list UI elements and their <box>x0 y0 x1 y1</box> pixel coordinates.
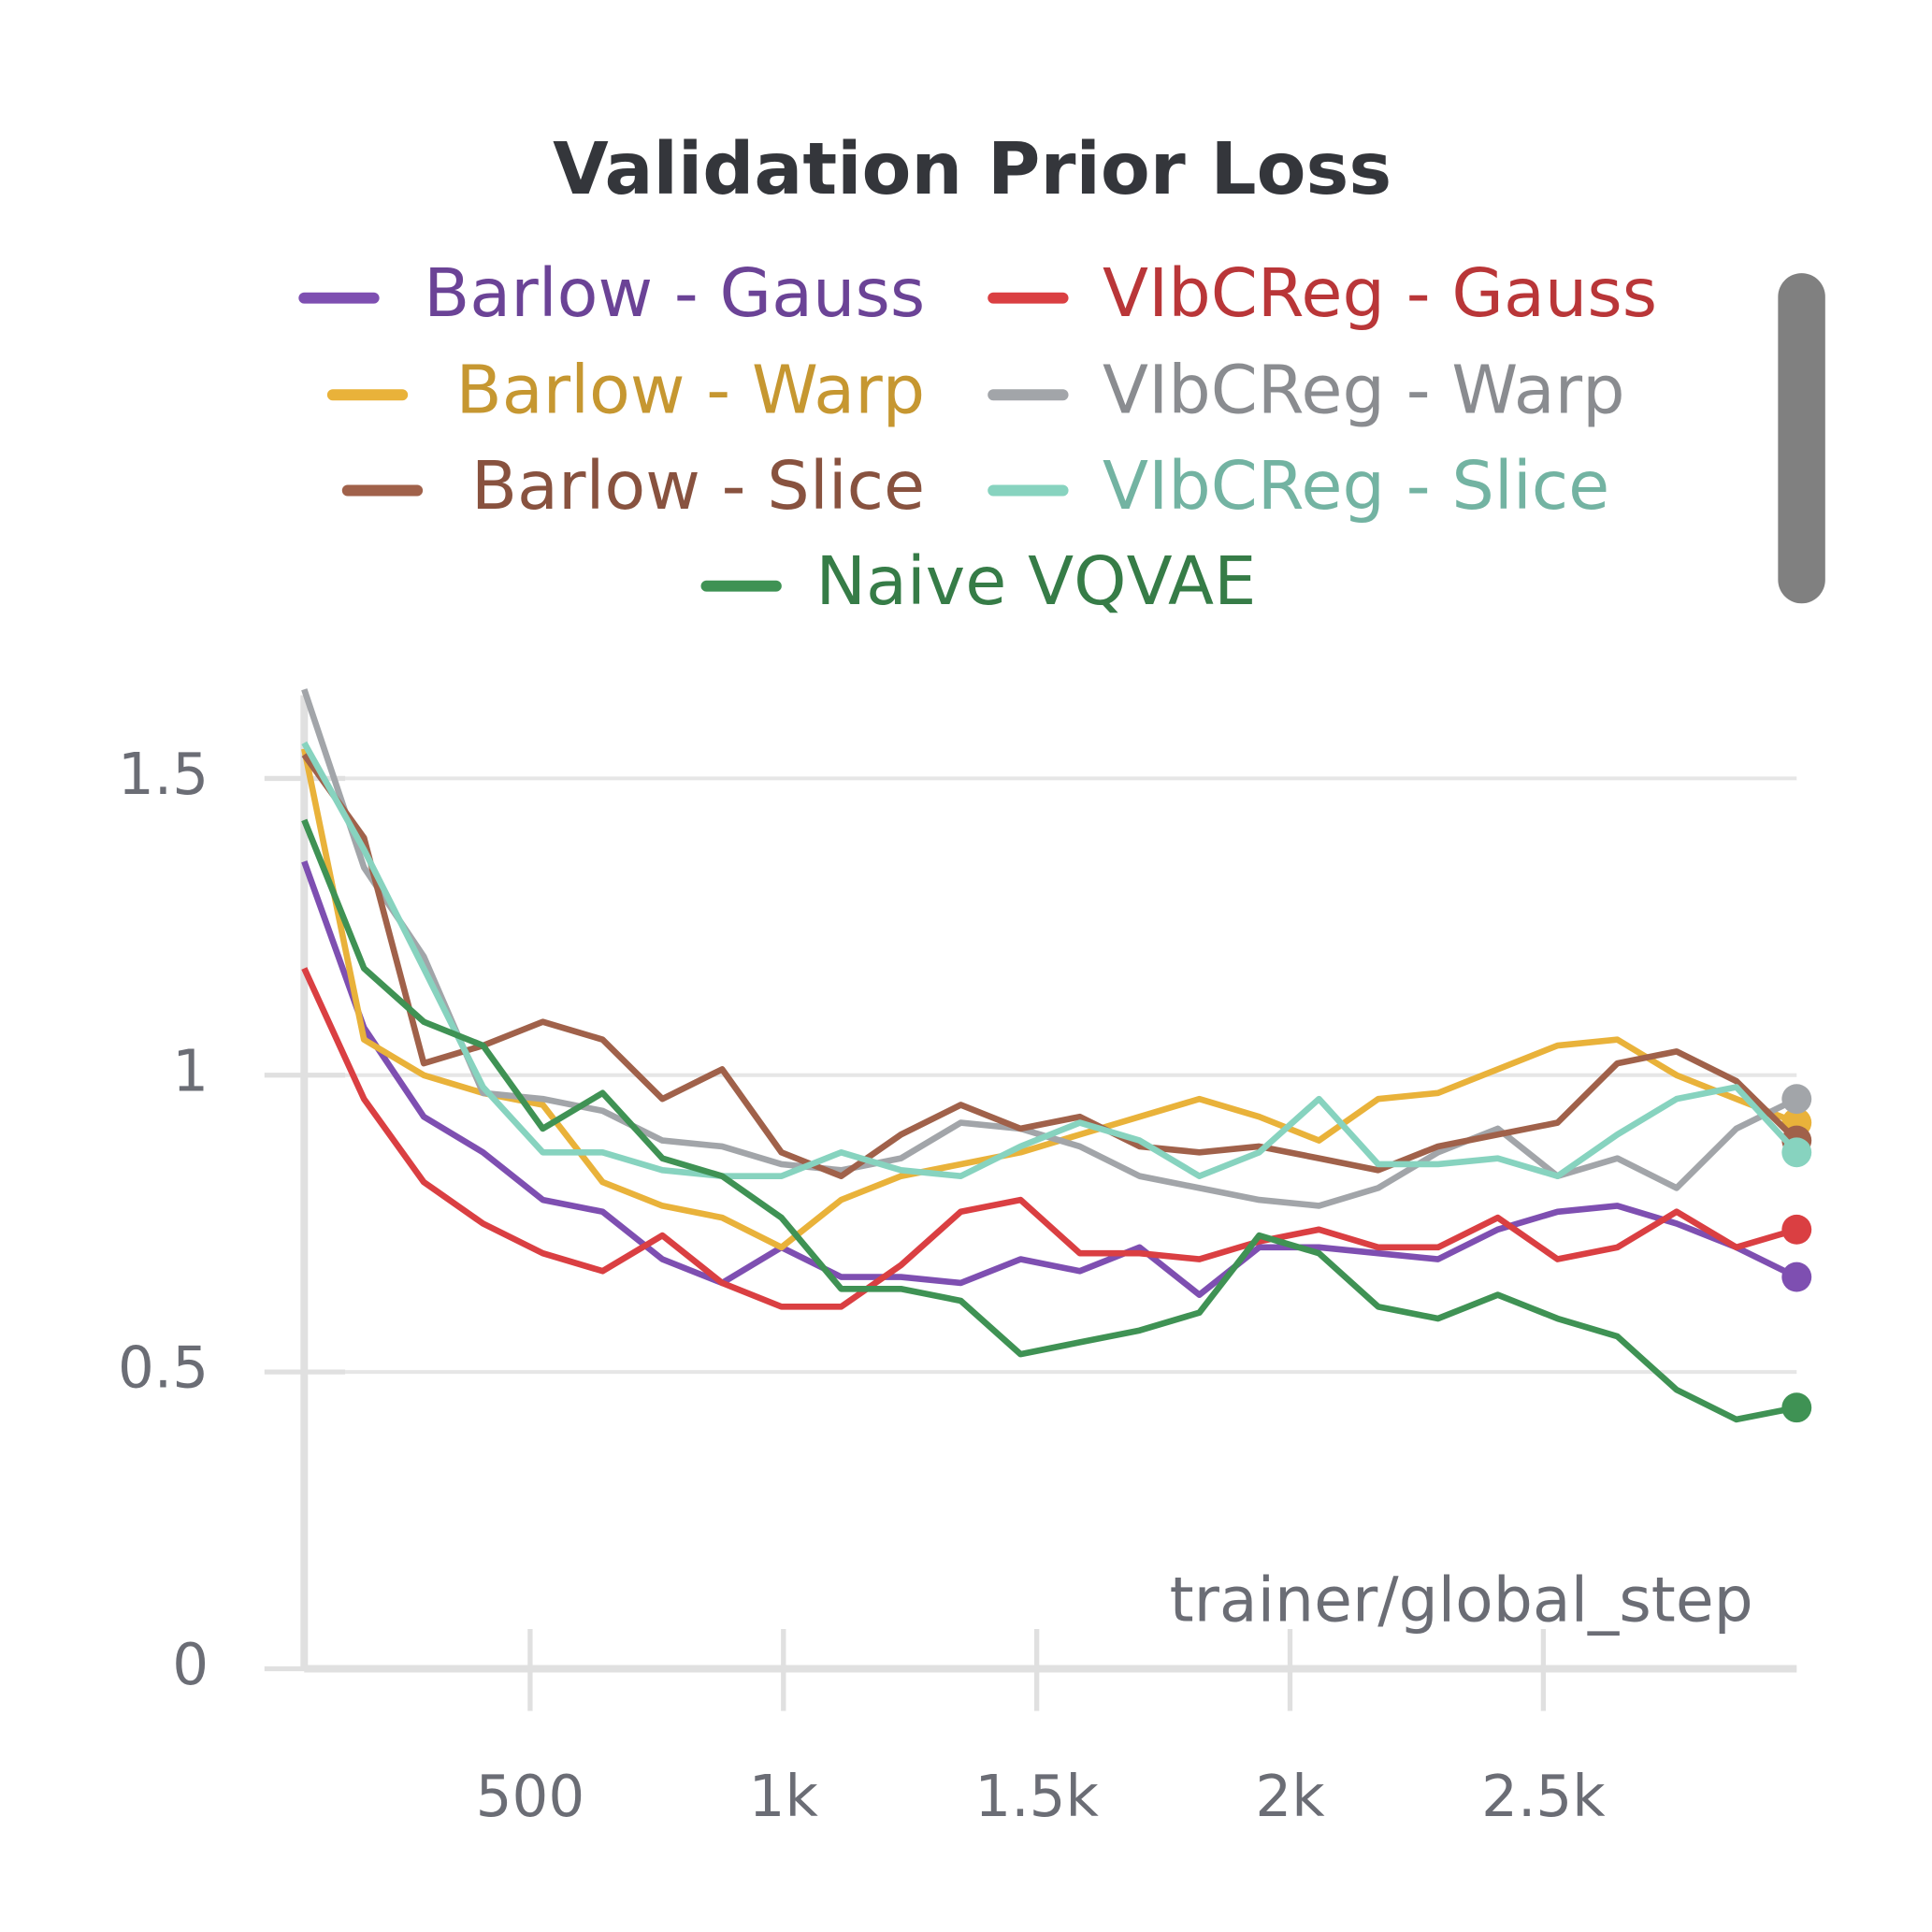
end-dot <box>1781 1137 1812 1168</box>
legend-label: Barlow - Gauss <box>424 253 925 332</box>
y-tick-label: 1 <box>172 1038 209 1104</box>
scrollbar[interactable] <box>1778 273 1825 604</box>
x-tick-label: 2.5k <box>1481 1764 1606 1830</box>
x-tick-label: 500 <box>476 1764 585 1830</box>
series-line <box>301 967 1798 1310</box>
series-line <box>301 818 1797 1423</box>
x-axis-label: trainer/global_step <box>1170 1564 1753 1636</box>
chart-title: Validation Prior Loss <box>553 128 1391 211</box>
series-line <box>301 860 1798 1298</box>
series-line <box>301 748 1798 1251</box>
legend-label: VIbCReg - Warp <box>1103 351 1625 429</box>
series-line <box>301 753 1799 1180</box>
legend-label: Naive VQVAE <box>815 541 1256 620</box>
end-dot <box>1781 1214 1812 1245</box>
legend-entry: Barlow - Warp <box>326 351 926 429</box>
x-tick-label: 1k <box>749 1764 819 1830</box>
legend-label: Barlow - Warp <box>456 351 926 429</box>
legend-entry: Naive VQVAE <box>700 541 1256 620</box>
legend-entry: VIbCReg - Gauss <box>988 253 1657 332</box>
legend-label: Barlow - Slice <box>471 446 925 525</box>
end-dot <box>1781 1084 1812 1115</box>
legend-entry: Barlow - Gauss <box>298 253 925 332</box>
x-tick-label: 1.5k <box>974 1764 1099 1830</box>
legend-entry: VIbCReg - Slice <box>988 446 1609 525</box>
legend-label: VIbCReg - Slice <box>1103 446 1609 525</box>
legend-entry: VIbCReg - Warp <box>988 351 1625 429</box>
y-tick-label: 0.5 <box>118 1335 209 1402</box>
x-tick-label: 2k <box>1255 1764 1325 1830</box>
legend-label: VIbCReg - Gauss <box>1103 253 1657 332</box>
series-line <box>301 741 1799 1180</box>
series-line <box>301 688 1798 1209</box>
end-dot <box>1781 1262 1812 1292</box>
legend-entry: Barlow - Slice <box>341 446 925 525</box>
y-tick-label: 1.5 <box>118 742 209 808</box>
y-tick-label: 0 <box>172 1632 209 1698</box>
end-dot <box>1781 1392 1812 1423</box>
